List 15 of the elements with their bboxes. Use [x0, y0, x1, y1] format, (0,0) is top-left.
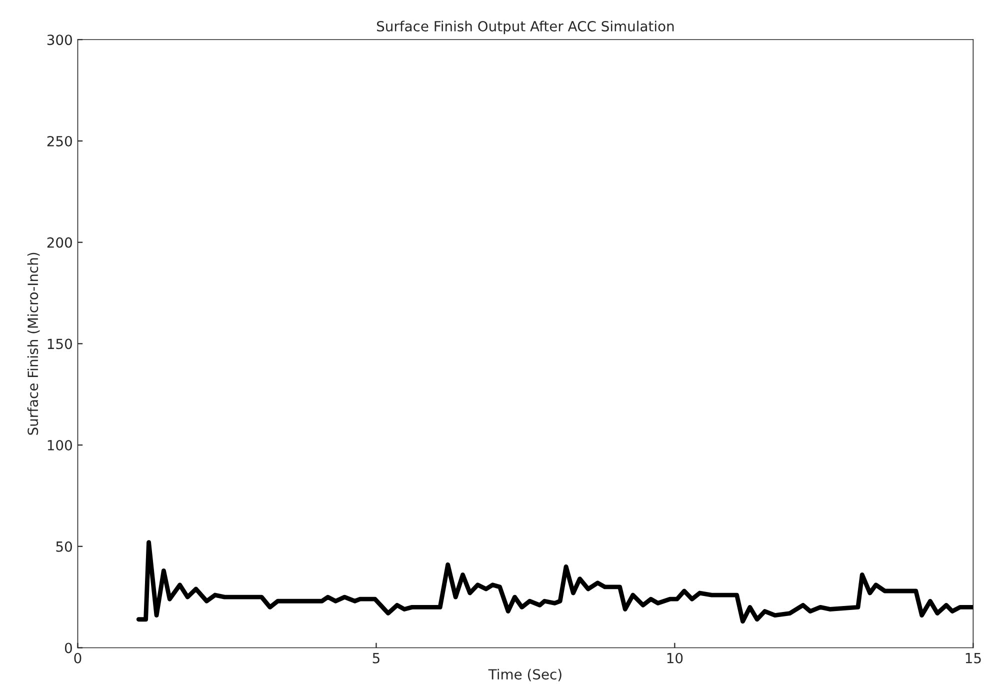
- y-tick-label: 150: [48, 338, 72, 350]
- y-tick-label: 50: [56, 541, 72, 552]
- x-tick-label: 15: [966, 653, 981, 664]
- y-tick-label: 250: [47, 136, 72, 146]
- x-tick-label: 10: [667, 652, 683, 664]
- x-axis-title: Time (Sec): [488, 668, 562, 682]
- y-axis-title: Surface Finish (Micro-Inch): [27, 252, 40, 435]
- y-tick-label: 100: [48, 440, 72, 451]
- chart-title: Surface Finish Output After ACC Simulation: [377, 20, 674, 34]
- y-tick-label: 300: [47, 34, 72, 46]
- y-tick-label: 200: [47, 237, 72, 248]
- y-tick-label: 0: [64, 642, 72, 654]
- x-tick-label: 5: [372, 653, 380, 664]
- line-series: [136, 540, 974, 624]
- x-tick-label: 0: [74, 652, 82, 664]
